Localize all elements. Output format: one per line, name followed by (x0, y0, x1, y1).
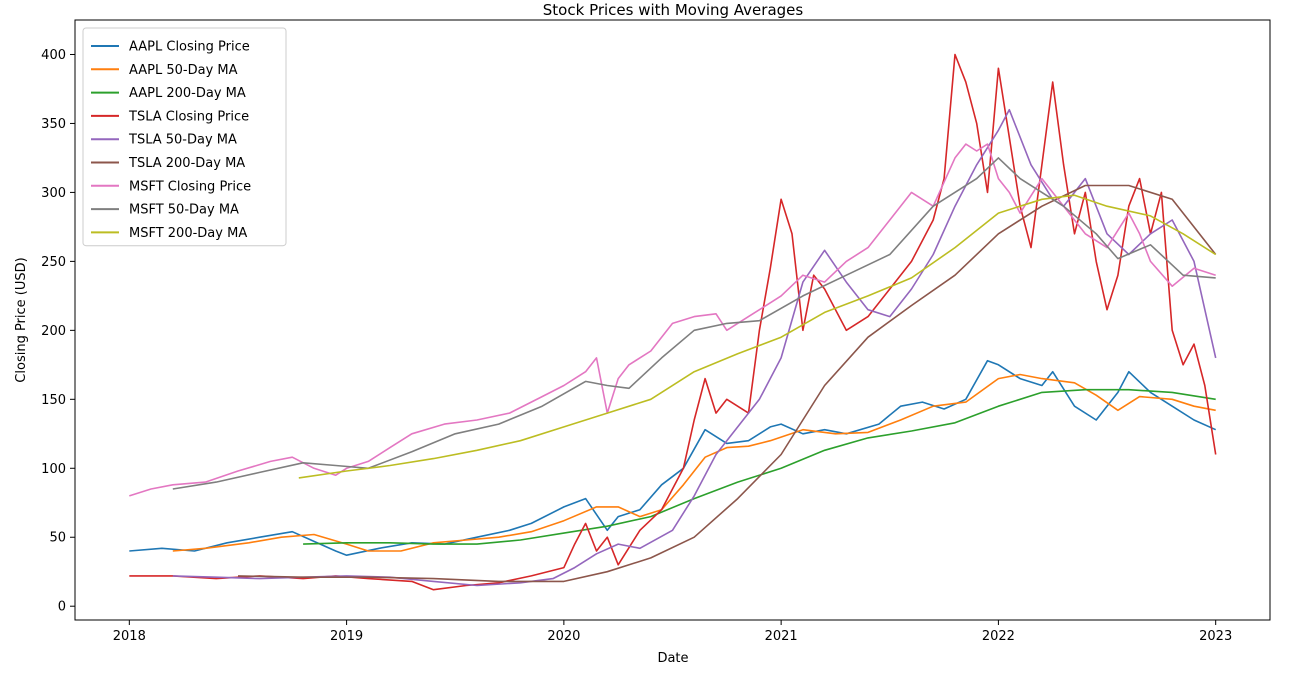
y-tick-label: 150 (41, 393, 66, 408)
legend-entry: TSLA Closing Price (128, 109, 249, 124)
x-tick-label: 2018 (113, 629, 146, 644)
y-tick-label: 250 (41, 255, 66, 270)
legend-entry: AAPL 50-Day MA (129, 63, 238, 78)
x-tick-label: 2022 (982, 629, 1015, 644)
legend-entry: MSFT 50-Day MA (129, 203, 239, 218)
x-tick-label: 2021 (765, 629, 798, 644)
x-axis: 2018 2019 2020 2021 2022 2023 (113, 620, 1232, 644)
series-line-7 (172, 157, 1216, 490)
y-tick-label: 200 (41, 324, 66, 339)
y-tick-label: 350 (41, 117, 66, 132)
series-line-4 (172, 108, 1217, 587)
legend-entry: MSFT 200-Day MA (129, 226, 247, 241)
legend-box (82, 27, 287, 247)
series-layer (129, 53, 1217, 591)
y-axis: 0 50 100 150 200 250 300 350 400 (41, 48, 75, 615)
series-line-1 (172, 373, 1216, 552)
y-tick-label: 400 (41, 48, 66, 63)
legend-entry: MSFT Closing Price (129, 179, 251, 194)
series-line-2 (303, 388, 1216, 545)
legend: AAPL Closing Price AAPL 50-Day MA AAPL 200… (82, 27, 287, 247)
chart-title: Stock Prices with Moving Averages (543, 1, 804, 19)
y-axis-title: Closing Price (USD) (14, 257, 29, 382)
series-line-6 (129, 143, 1216, 497)
legend-entry: AAPL 200-Day MA (129, 86, 246, 101)
legend-entry: TSLA 200-Day MA (128, 156, 245, 171)
x-tick-label: 2023 (1199, 629, 1232, 644)
legend-entry: AAPL Closing Price (129, 40, 250, 55)
y-tick-label: 0 (58, 600, 66, 615)
y-tick-label: 50 (49, 531, 66, 546)
plot-frame (74, 19, 1271, 621)
x-tick-label: 2020 (547, 629, 580, 644)
series-line-3 (129, 53, 1217, 591)
series-line-0 (129, 359, 1217, 557)
series-line-8 (298, 194, 1217, 479)
series-line-5 (237, 184, 1217, 583)
x-tick-label: 2019 (330, 629, 363, 644)
y-tick-label: 300 (41, 186, 66, 201)
y-tick-label: 100 (41, 462, 66, 477)
x-axis-title: Date (657, 651, 688, 666)
legend-entry: TSLA 50-Day MA (128, 133, 237, 148)
